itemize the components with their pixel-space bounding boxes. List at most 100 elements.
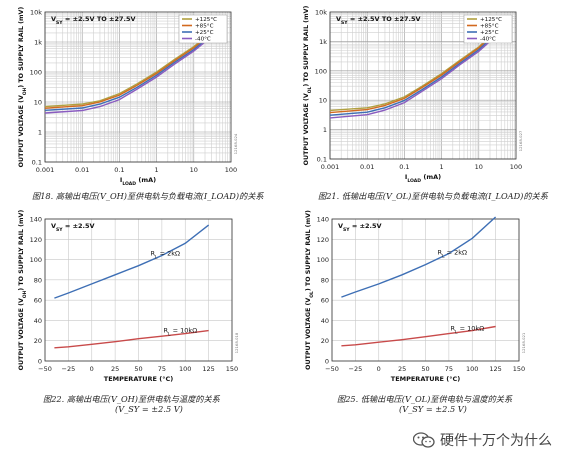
y-tick-label: 0 — [38, 358, 42, 366]
watermark-text: 硬件十万个为什么 — [440, 433, 552, 449]
plot-frame — [331, 218, 520, 362]
legend-label: +125°C — [195, 17, 217, 23]
y-tick-label: 60 — [321, 297, 329, 305]
x-tick-label: 50 — [421, 365, 429, 373]
legend-label: +85°C — [195, 24, 214, 30]
x-tick-label: 1 — [155, 166, 159, 174]
x-tick-label: 150 — [226, 365, 238, 373]
caption-fig22-line2: (V_SY = ±2.5 V) — [115, 404, 183, 414]
legend-label: -40°C — [480, 37, 496, 43]
series-label: RL = 10kΩ — [164, 327, 198, 338]
legend-label: -40°C — [195, 37, 211, 43]
x-axis-label: TEMPERATURE (°C) — [391, 375, 460, 383]
watermark: 硬件十万个为什么 — [413, 430, 552, 450]
x-tick-label: 0 — [377, 365, 381, 373]
plot-frame — [44, 11, 232, 163]
y-tick-label: 0.1 — [317, 156, 327, 164]
series-line-1 — [44, 32, 212, 109]
caption-fig21: 图21. 低输出电压(V_OL)至供电轨与负载电流(I_LOAD)的关系 — [318, 191, 548, 201]
x-tick-label: −25 — [62, 365, 76, 373]
x-tick-label: 10 — [475, 163, 483, 171]
chart-fig22-svg: −50 −25 0 25 50 75 100 125 150 0 20 40 60 80 100 120 140… — [18, 210, 239, 383]
series-line-1 — [341, 325, 496, 347]
x-tick-label: 0.01 — [360, 163, 374, 171]
y-tick-label: 100 — [30, 256, 42, 264]
annotation-vsy: VSY = ±2.5V — [338, 222, 382, 233]
y-tick-label: 1 — [323, 126, 327, 134]
legend-label: +25°C — [195, 30, 214, 36]
x-axis-label: TEMPERATURE (°C) — [104, 375, 173, 383]
x-tick-label: 25 — [398, 365, 406, 373]
y-tick-label: 120 — [317, 236, 329, 244]
caption-fig18: 图18. 高输出电压(V_OH)至供电轨与负载电流(I_LOAD)的关系 — [32, 191, 264, 201]
y-tick-label: 20 — [34, 337, 42, 345]
legend-label: +125°C — [480, 17, 502, 23]
x-tick-label: 0.1 — [114, 166, 124, 174]
side-code: 12168-027 — [518, 130, 523, 151]
y-tick-label: 80 — [321, 276, 329, 284]
chart-fig21: 0.001 0.01 0.1 1 10 100 0.1 1 10 100 1k 10k VSY = ±2… — [287, 0, 573, 205]
chart-fig25-svg: −50 −25 0 25 50 75 100 125 150 0 20 40 60 80 100 120 140… — [305, 210, 526, 383]
chart-fig18-svg: 0.001 0.01 0.1 1 10 100 0.1 1 10 100 1k 10k VSY = ±2… — [18, 7, 238, 187]
x-axis-label: ILOAD (mA) — [405, 173, 441, 184]
y-tick-label: 10 — [319, 97, 327, 105]
legend-label: +85°C — [480, 24, 499, 30]
y-tick-label: 80 — [34, 276, 42, 284]
y-tick-label: 1k — [34, 39, 42, 47]
x-tick-label: −25 — [349, 365, 363, 373]
y-tick-label: 1 — [38, 129, 42, 137]
x-tick-label: 100 — [179, 365, 191, 373]
plot-frame — [329, 11, 517, 160]
x-tick-label: 0.1 — [399, 163, 409, 171]
series-line-0 — [54, 224, 210, 299]
x-tick-label: 50 — [134, 365, 142, 373]
series-line-2 — [329, 35, 495, 116]
y-tick-label: 140 — [30, 216, 42, 224]
x-tick-label: 10 — [190, 166, 198, 174]
y-tick-label: 100 — [315, 67, 327, 75]
series-line-1 — [54, 329, 209, 349]
side-code: 12168-021 — [521, 332, 526, 353]
chart-fig18: 0.001 0.01 0.1 1 10 100 0.1 1 10 100 1k 10k VSY = ±2… — [0, 0, 286, 205]
x-tick-label: −50 — [38, 365, 52, 373]
x-tick-label: 0.001 — [36, 166, 55, 174]
y-tick-label: 10k — [30, 9, 42, 17]
wechat-icon — [413, 432, 435, 448]
x-axis-label: ILOAD (mA) — [120, 176, 156, 187]
chart-fig21-svg: 0.001 0.01 0.1 1 10 100 0.1 1 10 100 1k 10k VSY = ±2… — [303, 6, 523, 184]
side-code: 12168-024 — [233, 133, 238, 154]
series-label: RL = 2kΩ — [151, 250, 181, 261]
y-tick-label: 140 — [317, 216, 329, 224]
x-tick-label: 75 — [158, 365, 166, 373]
series-line-3 — [44, 30, 217, 114]
y-tick-label: 10 — [34, 99, 42, 107]
y-axis-label: OUTPUT VOLTAGE (VOL) TO SUPPLY RAIL (mV) — [303, 6, 313, 166]
series-line-0 — [329, 35, 491, 112]
y-tick-label: 120 — [30, 236, 42, 244]
x-tick-label: 25 — [111, 365, 119, 373]
y-tick-label: 10k — [315, 9, 327, 17]
grid — [44, 218, 233, 362]
caption-fig22: 图22. 高输出电压(V_OH)至供电轨与温度的关系 — [43, 394, 220, 404]
series-line-3 — [329, 37, 495, 119]
x-tick-label: −50 — [325, 365, 339, 373]
series-line-2 — [44, 30, 215, 111]
series-line-1 — [329, 37, 491, 114]
x-tick-label: 1 — [440, 163, 444, 171]
x-tick-label: 150 — [513, 365, 525, 373]
annotation-vsy: VSY = ±2.5V TO ±27.5V — [51, 15, 136, 26]
x-tick-label: 100 — [225, 166, 237, 174]
x-tick-label: 0.01 — [75, 166, 89, 174]
x-tick-label: 75 — [445, 365, 453, 373]
x-tick-label: 100 — [510, 163, 522, 171]
chart-fig25: −50 −25 0 25 50 75 100 125 150 0 20 40 60 80 100 120 140… — [287, 205, 573, 420]
y-tick-label: 100 — [317, 256, 329, 264]
y-tick-label: 100 — [30, 69, 42, 77]
y-tick-label: 60 — [34, 297, 42, 305]
y-tick-label: 20 — [321, 337, 329, 345]
caption-fig25: 图25. 低输出电压(V_OL)至供电轨与温度的关系 — [337, 394, 513, 404]
x-tick-label: 125 — [489, 365, 501, 373]
plot-frame — [44, 218, 233, 362]
y-tick-label: 40 — [34, 317, 42, 325]
